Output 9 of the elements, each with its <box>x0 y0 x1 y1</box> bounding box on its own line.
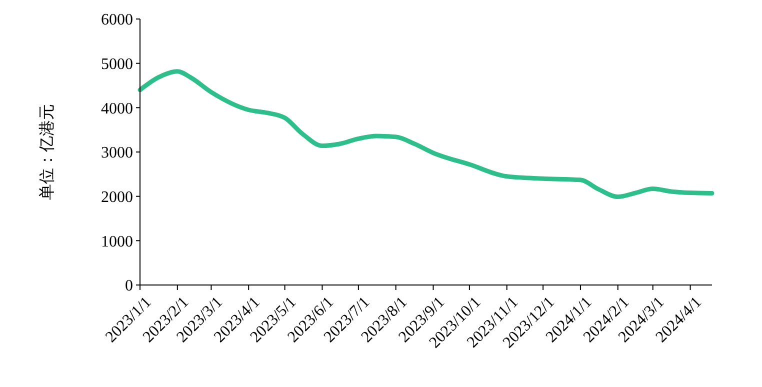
y-tick-label: 0 <box>125 278 133 295</box>
y-tick-label: 1000 <box>101 233 133 250</box>
y-tick-label: 5000 <box>101 56 133 73</box>
y-tick-label: 4000 <box>101 100 133 118</box>
y-axis-title: 单位：亿港元 <box>38 104 56 200</box>
y-tick-label: 6000 <box>101 12 133 29</box>
y-tick-label: 2000 <box>101 188 133 206</box>
line-series <box>138 69 714 200</box>
y-tick-label: 3000 <box>101 144 133 162</box>
